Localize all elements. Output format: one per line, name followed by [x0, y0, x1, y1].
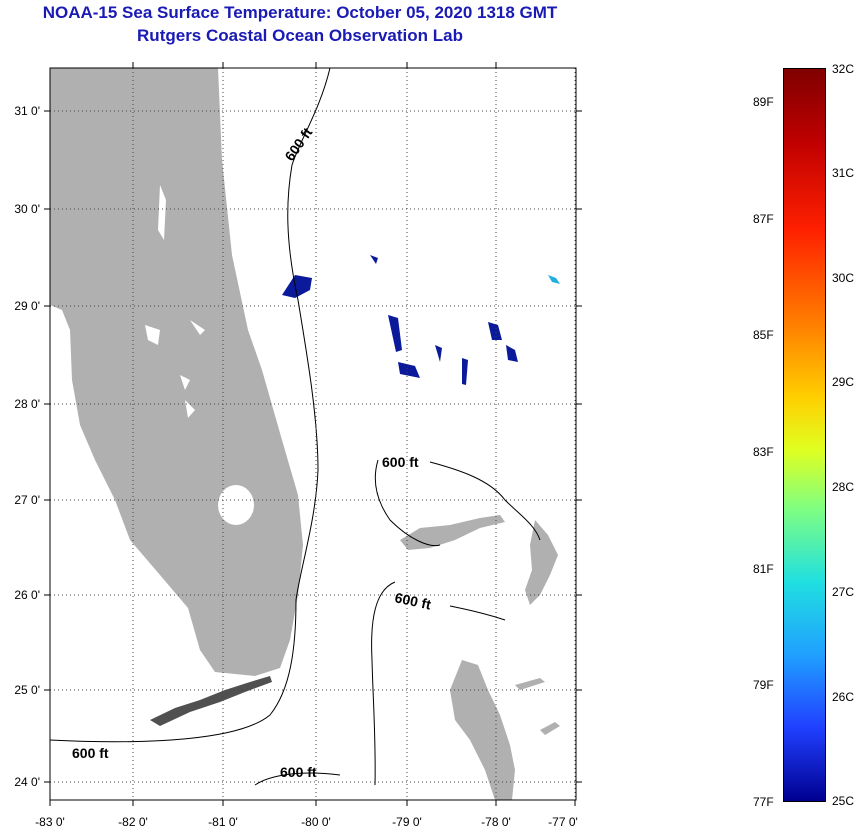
lat-label: 30 0' — [14, 202, 40, 216]
colorbar-c-label: 32C — [832, 62, 855, 76]
colorbar-c-label: 25C — [832, 794, 855, 808]
contour-label: 600 ft — [281, 124, 315, 163]
colorbar-f-label: 87F — [753, 212, 774, 226]
lat-label: 28 0' — [14, 397, 40, 411]
map-title: NOAA-15 Sea Surface Temperature: October… — [42, 3, 558, 22]
colorbar-c-label: 31C — [832, 166, 855, 180]
lon-label: -80 0' — [301, 815, 331, 829]
lat-label: 29 0' — [14, 299, 40, 313]
lat-label: 27 0' — [14, 493, 40, 507]
lat-label: 24 0' — [14, 775, 40, 789]
contour-lines — [49, 67, 541, 786]
colorbar-c-label: 27C — [832, 585, 855, 599]
florida-keys — [150, 676, 272, 726]
colorbar-c-label: 29C — [832, 375, 855, 389]
colorbar-f-label: 77F — [753, 795, 774, 809]
sst-colorbar — [783, 68, 826, 802]
lon-label: -83 0' — [35, 815, 65, 829]
colorbar-f-label: 79F — [753, 678, 774, 692]
lon-label: -77 0' — [548, 815, 578, 829]
colorbar-c-label: 28C — [832, 480, 855, 494]
lat-label: 31 0' — [14, 104, 40, 118]
andros — [450, 660, 515, 800]
contour-label: 600 ft — [382, 454, 419, 470]
axis-ticks — [44, 62, 582, 806]
florida-land — [50, 68, 303, 676]
colorbar-f-label: 85F — [753, 328, 774, 342]
contour-label: 600 ft — [72, 745, 109, 761]
map-subtitle: Rutgers Coastal Ocean Observation Lab — [137, 26, 463, 45]
colorbar-c-label: 30C — [832, 271, 855, 285]
colorbar-f-label: 83F — [753, 445, 774, 459]
lat-label: 26 0' — [14, 588, 40, 602]
contour-label: 600 ft — [280, 764, 317, 780]
sst-patches — [282, 255, 518, 385]
lon-label: -82 0' — [118, 815, 148, 829]
contour-label: 600 ft — [393, 589, 432, 612]
abaco — [525, 520, 558, 605]
grand-bahama — [400, 515, 505, 550]
colorbar-c-label: 26C — [832, 690, 855, 704]
lon-label: -79 0' — [392, 815, 422, 829]
colorbar-f-label: 89F — [753, 95, 774, 109]
lake-okeechobee — [218, 485, 254, 525]
bahama-small — [515, 678, 560, 735]
lon-label: -81 0' — [208, 815, 238, 829]
map-frame — [49, 67, 577, 801]
lat-label: 25 0' — [14, 683, 40, 697]
lon-label: -78 0' — [481, 815, 511, 829]
sst-warm-patch — [548, 275, 560, 284]
colorbar-f-label: 81F — [753, 562, 774, 576]
